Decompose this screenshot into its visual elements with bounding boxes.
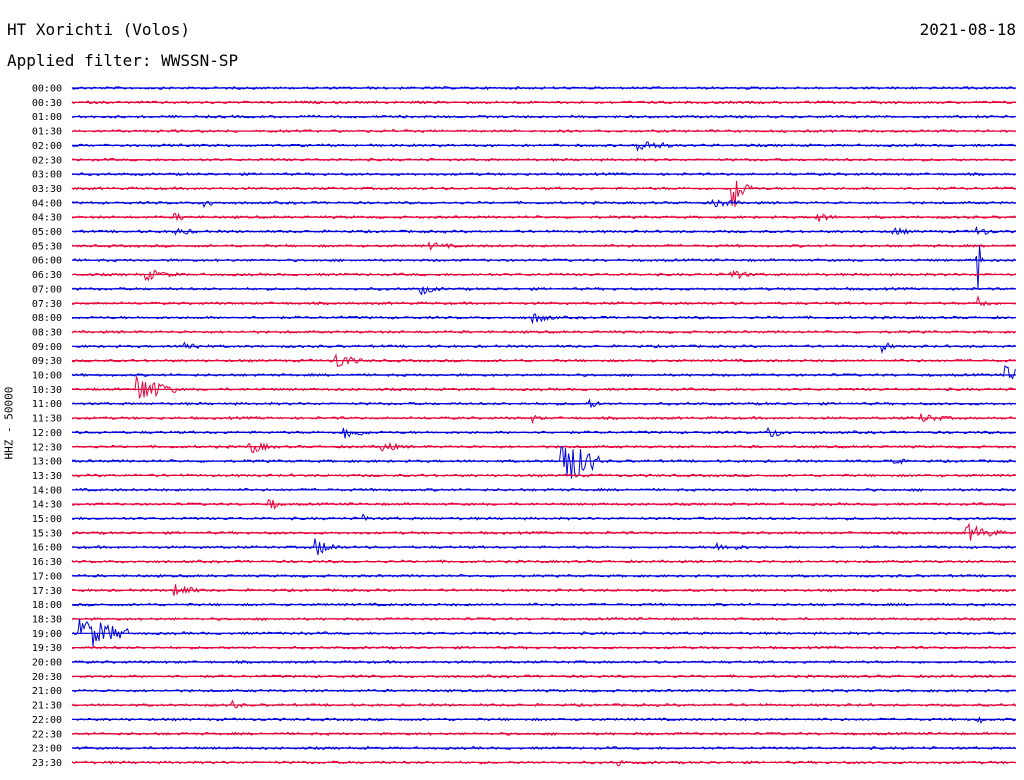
trace-line <box>71 364 1016 380</box>
row-time-label: 13:00 <box>32 457 62 468</box>
row-time-label: 15:00 <box>32 514 62 525</box>
trace-line <box>71 446 1016 479</box>
trace-line <box>71 313 1016 325</box>
row-time-label: 19:30 <box>32 643 62 654</box>
row-time-label: 00:30 <box>32 98 62 109</box>
row-time-label: 22:30 <box>32 729 62 740</box>
trace-line <box>71 245 1016 289</box>
row-time-label: 21:30 <box>32 701 62 712</box>
row-time-label: 11:30 <box>32 414 62 425</box>
row-time-label: 03:00 <box>32 170 62 181</box>
row-time-label: 21:00 <box>32 686 62 697</box>
row-time-label: 08:00 <box>32 313 62 324</box>
row-time-label: 17:00 <box>32 571 62 582</box>
row-time-label: 01:30 <box>32 127 62 138</box>
trace-line <box>71 376 1016 399</box>
row-time-label: 18:00 <box>32 600 62 611</box>
row-time-label: 12:30 <box>32 442 62 453</box>
trace-line <box>71 716 1016 725</box>
row-time-label: 06:30 <box>32 270 62 281</box>
row-time-label: 23:00 <box>32 744 62 755</box>
row-time-label: 02:30 <box>32 155 62 166</box>
row-time-label: 16:30 <box>32 557 62 568</box>
row-time-label: 20:00 <box>32 658 62 669</box>
date-label: 2021-08-18 <box>919 20 1016 39</box>
row-time-label: 14:00 <box>32 485 62 496</box>
row-time-label: 17:30 <box>32 586 62 597</box>
row-time-label: 14:30 <box>32 500 62 511</box>
row-time-label: 16:00 <box>32 543 62 554</box>
row-time-label: 05:00 <box>32 227 62 238</box>
row-time-label: 04:30 <box>32 213 62 224</box>
trace-line <box>71 269 1016 282</box>
row-time-label: 15:30 <box>32 528 62 539</box>
row-time-label: 22:00 <box>32 715 62 726</box>
trace-line <box>71 141 1016 152</box>
row-time-label: 20:30 <box>32 672 62 683</box>
trace-line <box>71 760 1016 767</box>
row-time-label: 05:30 <box>32 241 62 252</box>
row-time-label: 07:00 <box>32 284 62 295</box>
trace-line <box>71 618 1016 647</box>
row-time-label: 00:00 <box>32 84 62 95</box>
row-time-label: 11:00 <box>32 399 62 410</box>
filter-label: Applied filter: WWSSN-SP <box>7 51 239 70</box>
row-time-label: 02:00 <box>32 141 62 152</box>
row-time-label: 04:00 <box>32 198 62 209</box>
trace-line <box>71 286 1016 296</box>
row-time-label: 13:30 <box>32 471 62 482</box>
trace-line <box>71 341 1016 355</box>
row-time-label: 01:00 <box>32 112 62 123</box>
row-time-label: 03:30 <box>32 184 62 195</box>
row-time-label: 18:30 <box>32 614 62 625</box>
row-time-label: 08:30 <box>32 327 62 338</box>
trace-line <box>72 294 1016 307</box>
row-time-label: 10:30 <box>32 385 62 396</box>
row-time-label: 07:30 <box>32 299 62 310</box>
trace-line <box>71 198 1016 209</box>
trace-line <box>71 441 1016 454</box>
row-time-label: 23:30 <box>32 758 62 769</box>
row-time-label: 10:00 <box>32 371 62 382</box>
station-title: HT Xorichti (Volos) <box>7 20 191 39</box>
row-time-label: 06:00 <box>32 256 62 267</box>
row-time-label: 19:00 <box>32 629 62 640</box>
row-time-label: 09:00 <box>32 342 62 353</box>
trace-line <box>71 699 1016 709</box>
row-time-label: 09:30 <box>32 356 62 367</box>
trace-line <box>71 426 1016 439</box>
trace-line <box>71 513 1016 522</box>
row-time-label: 12:00 <box>32 428 62 439</box>
